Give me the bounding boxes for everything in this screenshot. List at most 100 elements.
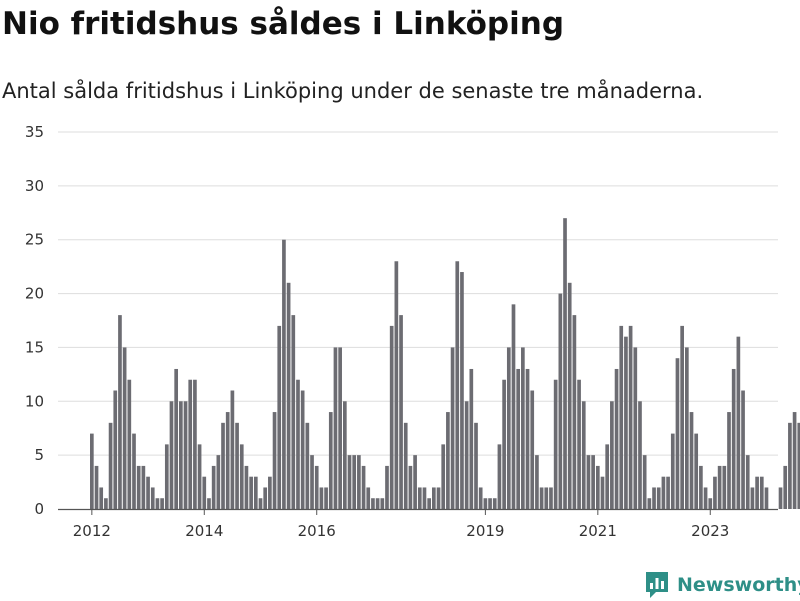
bar	[324, 487, 328, 509]
bar	[563, 218, 567, 510]
bar	[525, 368, 530, 509]
y-tick-label: 10	[25, 392, 44, 410]
bar	[689, 412, 694, 509]
bar	[642, 455, 647, 509]
bar	[455, 261, 460, 509]
bar	[661, 476, 666, 509]
bar	[600, 476, 605, 509]
bar	[366, 487, 371, 509]
x-tick-label: 2023	[691, 522, 729, 540]
bar	[788, 422, 792, 509]
bar	[216, 455, 221, 509]
bar	[797, 422, 800, 509]
y-tick-label: 15	[25, 338, 44, 356]
bar	[408, 465, 413, 509]
bar	[263, 487, 268, 509]
bar	[427, 498, 431, 509]
bar	[703, 487, 708, 509]
bar	[553, 379, 558, 509]
bar	[464, 401, 469, 509]
bar	[277, 325, 282, 509]
bar	[118, 315, 122, 509]
bar	[193, 379, 197, 509]
bar	[104, 498, 108, 509]
bar	[249, 476, 253, 509]
bar	[389, 325, 394, 509]
bar	[371, 498, 375, 509]
bar	[314, 465, 319, 509]
bar	[506, 347, 511, 509]
bar	[244, 465, 249, 509]
bar	[385, 465, 389, 509]
bar	[268, 476, 272, 509]
bars	[90, 218, 800, 510]
bar	[141, 465, 146, 509]
bar	[164, 444, 169, 509]
brand-name: Newsworthy	[677, 574, 800, 596]
bar	[286, 282, 291, 509]
bar	[333, 347, 338, 509]
bar	[717, 465, 722, 509]
bar	[656, 487, 661, 509]
bar	[591, 455, 595, 509]
bar	[605, 444, 610, 509]
bar	[628, 325, 633, 509]
y-axis: 0 5 10 15 20 25 30 35	[25, 123, 44, 518]
x-tick-label: 2016	[298, 522, 336, 540]
bar	[502, 379, 506, 509]
bar	[338, 347, 342, 509]
bar	[535, 455, 539, 509]
bar	[638, 401, 642, 509]
bar	[394, 261, 399, 509]
bar	[755, 476, 759, 509]
bar	[647, 498, 652, 509]
bar	[399, 315, 403, 509]
bar	[403, 422, 408, 509]
bar	[422, 487, 427, 509]
bar	[183, 401, 188, 509]
bar	[792, 412, 797, 509]
bar	[539, 487, 544, 509]
bar	[380, 498, 385, 509]
bar	[741, 390, 745, 509]
bar	[731, 368, 736, 509]
bar	[450, 347, 455, 509]
newsworthy-icon	[646, 572, 668, 598]
bar	[474, 422, 478, 509]
bar	[174, 368, 179, 509]
chart-subtitle: Antal sålda fritidshus i Linköping under…	[2, 79, 704, 103]
bar	[202, 476, 207, 509]
bar	[549, 487, 553, 509]
bar	[272, 412, 277, 509]
bar	[675, 358, 680, 509]
bar	[179, 401, 183, 509]
bar	[511, 304, 516, 509]
bar	[108, 422, 113, 509]
bar	[530, 390, 535, 509]
bar	[132, 433, 136, 509]
bar	[146, 476, 150, 509]
bar	[127, 379, 132, 509]
bar	[586, 455, 591, 509]
bar	[319, 487, 324, 509]
bar	[685, 347, 689, 509]
bar	[492, 498, 497, 509]
bar	[745, 455, 750, 509]
bar	[310, 455, 314, 509]
bar	[221, 422, 225, 509]
bar	[670, 433, 675, 509]
bar	[750, 487, 755, 509]
bar	[160, 498, 164, 509]
bar	[488, 498, 492, 509]
bar	[347, 455, 352, 509]
gridlines	[58, 131, 778, 456]
bar	[736, 336, 741, 509]
bar	[211, 465, 216, 509]
bar	[197, 444, 202, 509]
bar	[441, 444, 446, 509]
bar	[90, 433, 94, 509]
bar	[291, 315, 296, 509]
bar	[581, 401, 586, 509]
bar	[680, 325, 684, 509]
